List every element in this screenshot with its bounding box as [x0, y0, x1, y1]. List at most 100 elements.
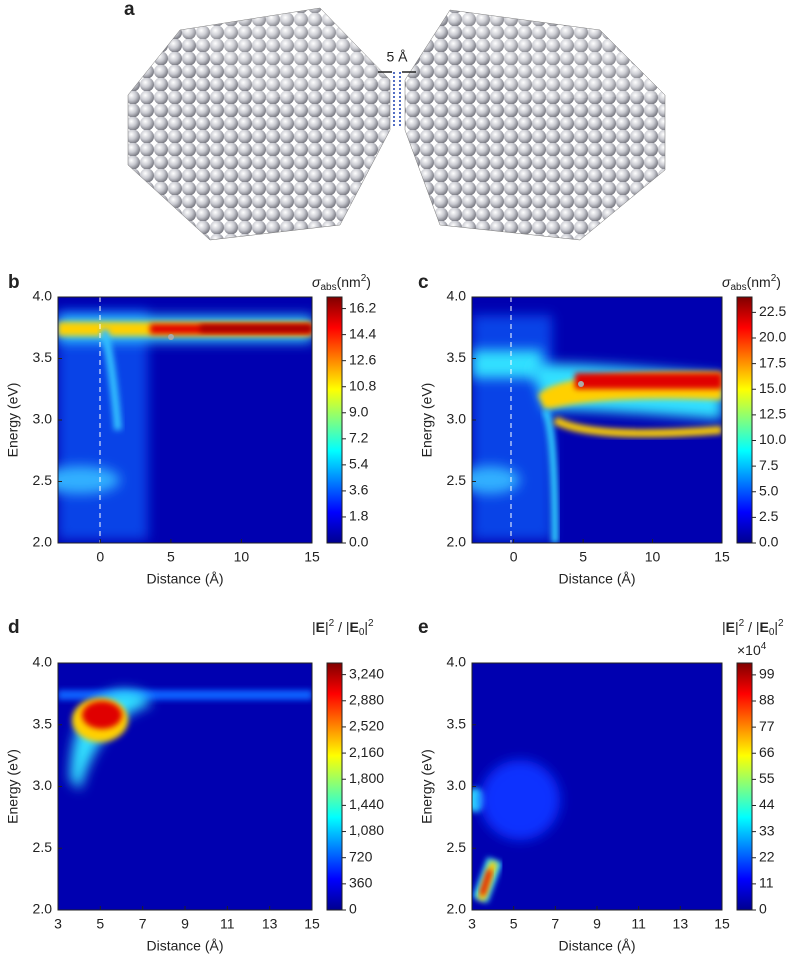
y-tick-label: 3.0 — [447, 411, 467, 427]
colorbar-tick-label: 0.0 — [349, 534, 369, 550]
colorbar-tick-label: 22 — [759, 848, 775, 864]
y-tick-label: 4.0 — [447, 288, 467, 304]
x-tick-label: 0 — [96, 549, 104, 565]
colorbar-tick-label: 2.5 — [759, 508, 779, 524]
colorbar-label-part: 2 — [739, 618, 745, 629]
colorbar-label: |E|2 / |E0|2 — [312, 618, 374, 638]
x-tick-label: 5 — [510, 916, 518, 932]
y-tick-label: 2.0 — [33, 901, 53, 917]
colorbar-label-part: E — [350, 619, 359, 635]
colorbar-tick-label: 20.0 — [759, 329, 786, 345]
gap-label: 5 Å — [386, 49, 408, 65]
x-tick-label: 15 — [714, 549, 730, 565]
x-tick-label: 3 — [54, 916, 62, 932]
x-tick-label: 7 — [139, 916, 147, 932]
y-tick-label: 2.5 — [33, 839, 53, 855]
colorbar-label-part: | — [364, 619, 368, 635]
colorbar-label-part: E — [316, 619, 325, 635]
x-axis-label: Distance (Å) — [558, 938, 635, 954]
colorbar-multiplier: ×104 — [737, 641, 767, 658]
x-axis-label: Distance (Å) — [558, 571, 635, 587]
colorbar-tick-label: 88 — [759, 692, 775, 708]
x-tick-label: 5 — [96, 916, 104, 932]
colorbar-label-part: E — [760, 619, 769, 635]
y-tick-label: 4.0 — [447, 654, 467, 670]
colorbar-tick-label: 12.6 — [349, 351, 376, 367]
colorbar-label-part: | — [774, 619, 778, 635]
colorbar-tick-label: 3.6 — [349, 482, 369, 498]
colorbar-label-part: 2 — [329, 618, 335, 629]
y-tick-label: 2.5 — [447, 839, 467, 855]
colorbar-tick-label: 1.8 — [349, 508, 369, 524]
colorbar-tick-label: 55 — [759, 770, 775, 786]
y-tick-label: 2.0 — [33, 534, 53, 550]
colorbar-label-part: 2 — [368, 618, 374, 629]
colorbar-tick-label: 15.0 — [759, 380, 786, 396]
colorbar-label: |E|2 / |E0|2 — [722, 618, 784, 638]
panel-label: a — [124, 0, 135, 20]
x-tick-label: 13 — [262, 916, 278, 932]
y-tick-label: 3.0 — [447, 777, 467, 793]
y-tick-label: 3.0 — [33, 777, 53, 793]
colorbar — [326, 662, 343, 911]
x-tick-label: 13 — [673, 916, 689, 932]
colorbar-tick-label: 2,160 — [349, 744, 384, 760]
panel-label: d — [8, 617, 20, 638]
colorbar — [736, 296, 753, 544]
colorbar-label: σabs(nm2) — [312, 273, 371, 293]
colorbar-tick-label: 12.5 — [759, 406, 786, 422]
x-tick-label: 10 — [645, 549, 661, 565]
heatmap — [472, 663, 722, 910]
y-axis-label: Energy (eV) — [419, 749, 435, 824]
x-tick-label: 5 — [579, 549, 587, 565]
colorbar-label-part: | — [325, 619, 329, 635]
colorbar-tick-label: 10.8 — [349, 377, 376, 393]
colorbar-label-part: | — [722, 619, 726, 635]
colorbar-tick-label: 77 — [759, 718, 775, 734]
y-axis-label: Energy (eV) — [5, 749, 21, 824]
y-axis-label: Energy (eV) — [419, 383, 435, 458]
heatmap — [58, 663, 312, 910]
colorbar-tick-label: 720 — [349, 848, 373, 864]
colorbar-tick-label: 9.0 — [349, 403, 369, 419]
y-tick-label: 3.5 — [33, 349, 53, 365]
x-axis-label: Distance (Å) — [146, 571, 223, 587]
multiplier-part: ×10 — [737, 642, 761, 658]
colorbar-tick-label: 44 — [759, 796, 775, 812]
colorbar-tick-label: 0 — [349, 901, 357, 917]
y-tick-label: 3.5 — [447, 715, 467, 731]
colorbar-tick-label: 10.0 — [759, 431, 786, 447]
y-tick-label: 3.5 — [33, 715, 53, 731]
colorbar-tick-label: 0.0 — [759, 534, 779, 550]
colorbar-tick-label: 5.0 — [759, 482, 779, 498]
x-tick-label: 7 — [551, 916, 559, 932]
multiplier-part: 4 — [761, 641, 767, 652]
colorbar-tick-label: 1,440 — [349, 796, 384, 812]
colorbar-label-part: abs — [320, 282, 336, 293]
y-tick-label: 2.0 — [447, 901, 467, 917]
x-tick-label: 15 — [714, 916, 730, 932]
colorbar-label-part: σ — [722, 274, 731, 290]
x-tick-label: 11 — [220, 916, 235, 932]
colorbar-tick-label: 3,240 — [349, 665, 384, 681]
x-tick-label: 10 — [234, 549, 250, 565]
colorbar-tick-label: 16.2 — [349, 299, 376, 315]
colorbar-label-part: / | — [744, 619, 759, 635]
colorbar-label-part: 0 — [769, 627, 775, 638]
colorbar-tick-label: 33 — [759, 822, 775, 838]
colorbar-tick-label: 14.4 — [349, 325, 376, 341]
x-tick-label: 0 — [510, 549, 518, 565]
x-tick-label: 5 — [167, 549, 175, 565]
colorbar-tick-label: 66 — [759, 744, 775, 760]
y-tick-label: 3.0 — [33, 411, 53, 427]
colorbar-label-part: (nm — [747, 274, 771, 290]
y-axis-label: Energy (eV) — [5, 383, 21, 458]
y-tick-label: 4.0 — [33, 288, 53, 304]
y-tick-label: 2.0 — [447, 534, 467, 550]
colorbar-tick-label: 5.4 — [349, 456, 369, 472]
colorbar-label-part: σ — [312, 274, 321, 290]
colorbar-label-part: ) — [366, 274, 371, 290]
x-tick-label: 15 — [304, 916, 320, 932]
x-tick-label: 9 — [181, 916, 189, 932]
